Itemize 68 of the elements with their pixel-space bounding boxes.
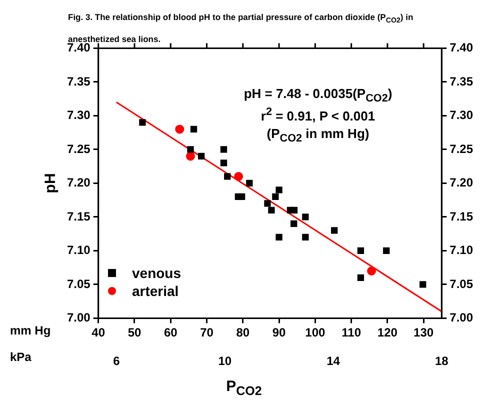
y2-tick-label: 7.00 [450,310,474,325]
point [186,152,195,161]
x-tick-label: 120 [377,326,398,340]
point [268,206,275,214]
point [276,234,282,241]
y-tick-label: 7.25 [66,142,91,156]
point [238,193,246,200]
point [234,172,244,181]
y2-tick-label: 7.30 [450,108,474,122]
point [139,119,146,126]
point [224,173,231,180]
legend-label: arterial [132,283,179,299]
legend-label: venous [132,265,182,281]
point [290,206,298,214]
x2-tick-label: 10 [218,354,232,368]
point [367,266,376,276]
x-tick-label: 90 [272,326,286,340]
point [420,281,426,288]
point [264,200,271,207]
x-tick-label: 50 [128,326,142,340]
annotation: pH = 7.48 - 0.0035(P$_{CO2}$) [242,86,394,105]
x-tick-label: 100 [305,326,326,340]
y2-tick-label: 7.35 [450,74,474,88]
y2-tick-label: 7.20 [450,176,474,190]
point [357,247,364,254]
point [187,146,194,153]
point [330,227,338,234]
x-tick-label: 70 [200,326,214,340]
text: kPa [10,350,32,364]
point [357,274,364,282]
y-tick-label: 7.20 [66,176,91,190]
y2-tick-label: 7.10 [450,243,474,258]
point [383,247,390,254]
x2-tick-label: 6 [113,354,120,368]
point [290,220,298,228]
point [272,193,279,200]
x-tick-label: 130 [414,326,434,340]
point [276,186,282,194]
y2-tick-label: 7.40 [450,40,474,55]
point [220,146,228,153]
annotation: (P$_{CO2}$ in mm Hg) [266,126,370,145]
x-tick-label: 40 [92,326,106,340]
point [302,234,309,241]
x-tick-label: 80 [236,326,250,340]
y2-tick-label: 7.25 [450,142,474,156]
y-tick-label: 7.35 [66,74,91,88]
y-tick-label: 7.15 [66,209,91,224]
x-tick-label: 110 [342,326,362,340]
annotation: r$^{2}$ = 0.91, P < 0.001 [260,106,376,124]
point [190,126,198,133]
chart-title: Fig. 3. The relationship of blood pH to the partial pressure of carbon dioxide (P$_{CO2}$) in anesthetized sea lions. [68,12,414,44]
point [220,160,228,166]
point [246,180,253,187]
x2-tick-label: 18 [434,354,449,368]
point [198,152,205,160]
text: mm Hg [10,324,51,338]
x-axis-title: P$_{CO2}$ [225,378,263,398]
y-axis-title: pH [42,173,60,194]
y-tick-label: 7.30 [66,108,91,122]
y-tick-label: 7.00 [66,310,91,325]
x-tick-label: 60 [164,326,178,340]
y2-tick-label: 7.15 [450,209,474,224]
y-tick-label: 7.10 [66,243,91,258]
point [175,124,184,134]
y2-tick-label: 7.05 [450,276,474,291]
x2-tick-label: 14 [326,354,340,368]
y-tick-label: 7.05 [66,276,91,291]
point [302,214,309,220]
